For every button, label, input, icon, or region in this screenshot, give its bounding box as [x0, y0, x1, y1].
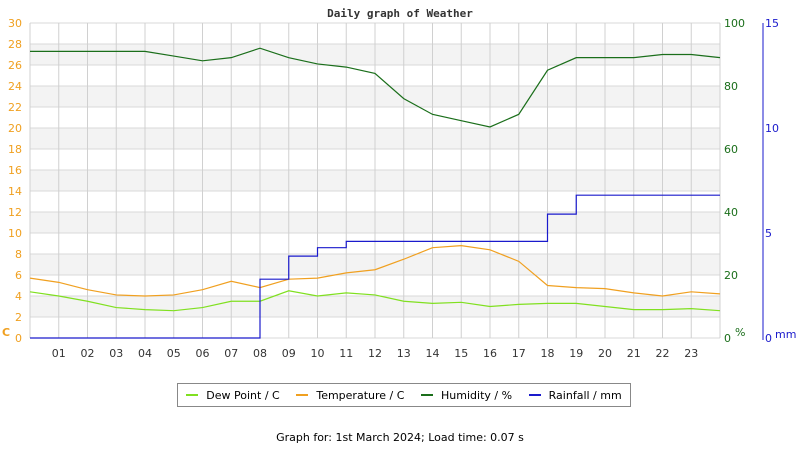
- series-lines: [29, 47, 721, 339]
- svg-text:8: 8: [15, 248, 22, 261]
- svg-text:17: 17: [512, 347, 526, 360]
- svg-text:04: 04: [138, 347, 152, 360]
- legend-label: Rainfall / mm: [548, 388, 622, 402]
- humidity-axis-ticks: 0 20 40 60 80 100%: [724, 17, 745, 345]
- svg-text:08: 08: [253, 347, 267, 360]
- svg-text:80: 80: [724, 80, 738, 93]
- svg-text:20: 20: [598, 347, 612, 360]
- svg-text:40: 40: [724, 206, 738, 219]
- svg-text:16: 16: [8, 164, 22, 177]
- chart-title: Daily graph of Weather: [327, 7, 473, 20]
- svg-text:4: 4: [15, 290, 22, 303]
- svg-text:0: 0: [15, 332, 22, 345]
- humidity-swatch: [421, 394, 434, 396]
- weather-chart: Daily graph of Weather 02468101214161820…: [2, 7, 796, 360]
- svg-text:20: 20: [8, 122, 22, 135]
- svg-text:60: 60: [724, 143, 738, 156]
- svg-text:C: C: [2, 326, 10, 339]
- legend-item-dew-point: Dew Point / C: [186, 388, 280, 402]
- svg-text:10: 10: [765, 122, 779, 135]
- svg-text:10: 10: [311, 347, 325, 360]
- svg-text:23: 23: [684, 347, 698, 360]
- svg-text:21: 21: [627, 347, 641, 360]
- svg-text:14: 14: [426, 347, 440, 360]
- svg-text:15: 15: [454, 347, 468, 360]
- svg-text:15: 15: [765, 17, 779, 30]
- dew-point-swatch: [186, 394, 199, 396]
- svg-text:06: 06: [196, 347, 210, 360]
- svg-text:12: 12: [8, 206, 22, 219]
- svg-text:%: %: [735, 326, 745, 339]
- legend-label: Temperature / C: [316, 388, 405, 402]
- legend-label: Humidity / %: [441, 388, 513, 402]
- svg-text:20: 20: [724, 269, 738, 282]
- svg-text:100: 100: [724, 17, 745, 30]
- svg-text:30: 30: [8, 17, 22, 30]
- svg-text:19: 19: [569, 347, 583, 360]
- temperature-swatch: [296, 394, 309, 396]
- legend-item-humidity: Humidity / %: [421, 389, 512, 402]
- svg-text:10: 10: [8, 227, 22, 240]
- svg-text:2: 2: [15, 311, 22, 324]
- svg-text:0: 0: [765, 332, 772, 345]
- svg-text:09: 09: [282, 347, 296, 360]
- legend-item-temperature: Temperature / C: [296, 389, 404, 402]
- svg-text:22: 22: [8, 101, 22, 114]
- svg-text:5: 5: [765, 227, 772, 240]
- svg-text:03: 03: [109, 347, 123, 360]
- rainfall-swatch: [528, 394, 541, 396]
- svg-text:0: 0: [724, 332, 731, 345]
- svg-text:12: 12: [368, 347, 382, 360]
- svg-text:mm: mm: [775, 328, 796, 341]
- x-axis-ticks: 01 02 03 04 05 06 07 08 09 10 11 12 13 14 15 16 17 18 19 20…: [52, 347, 699, 360]
- svg-text:02: 02: [81, 347, 95, 360]
- rainfall-axis: 0 5 10 15 mm: [762, 17, 796, 345]
- svg-text:22: 22: [656, 347, 670, 360]
- svg-text:24: 24: [8, 80, 22, 93]
- svg-text:28: 28: [8, 38, 22, 51]
- footer-status: Graph for: 1st March 2024; Load time: 0.…: [276, 431, 524, 444]
- svg-text:14: 14: [8, 185, 22, 198]
- svg-text:11: 11: [339, 347, 353, 360]
- svg-text:18: 18: [541, 347, 555, 360]
- legend-label: Dew Point / C: [206, 388, 280, 402]
- svg-text:13: 13: [397, 347, 411, 360]
- svg-text:16: 16: [483, 347, 497, 360]
- legend-item-rainfall: Rainfall / mm: [528, 388, 622, 402]
- svg-text:18: 18: [8, 143, 22, 156]
- gridlines: [29, 22, 721, 339]
- legend: Dew Point / C Temperature / C Humidity /…: [177, 383, 631, 407]
- svg-text:07: 07: [224, 347, 238, 360]
- svg-text:26: 26: [8, 59, 22, 72]
- svg-text:6: 6: [15, 269, 22, 282]
- svg-text:01: 01: [52, 347, 66, 360]
- svg-text:05: 05: [167, 347, 181, 360]
